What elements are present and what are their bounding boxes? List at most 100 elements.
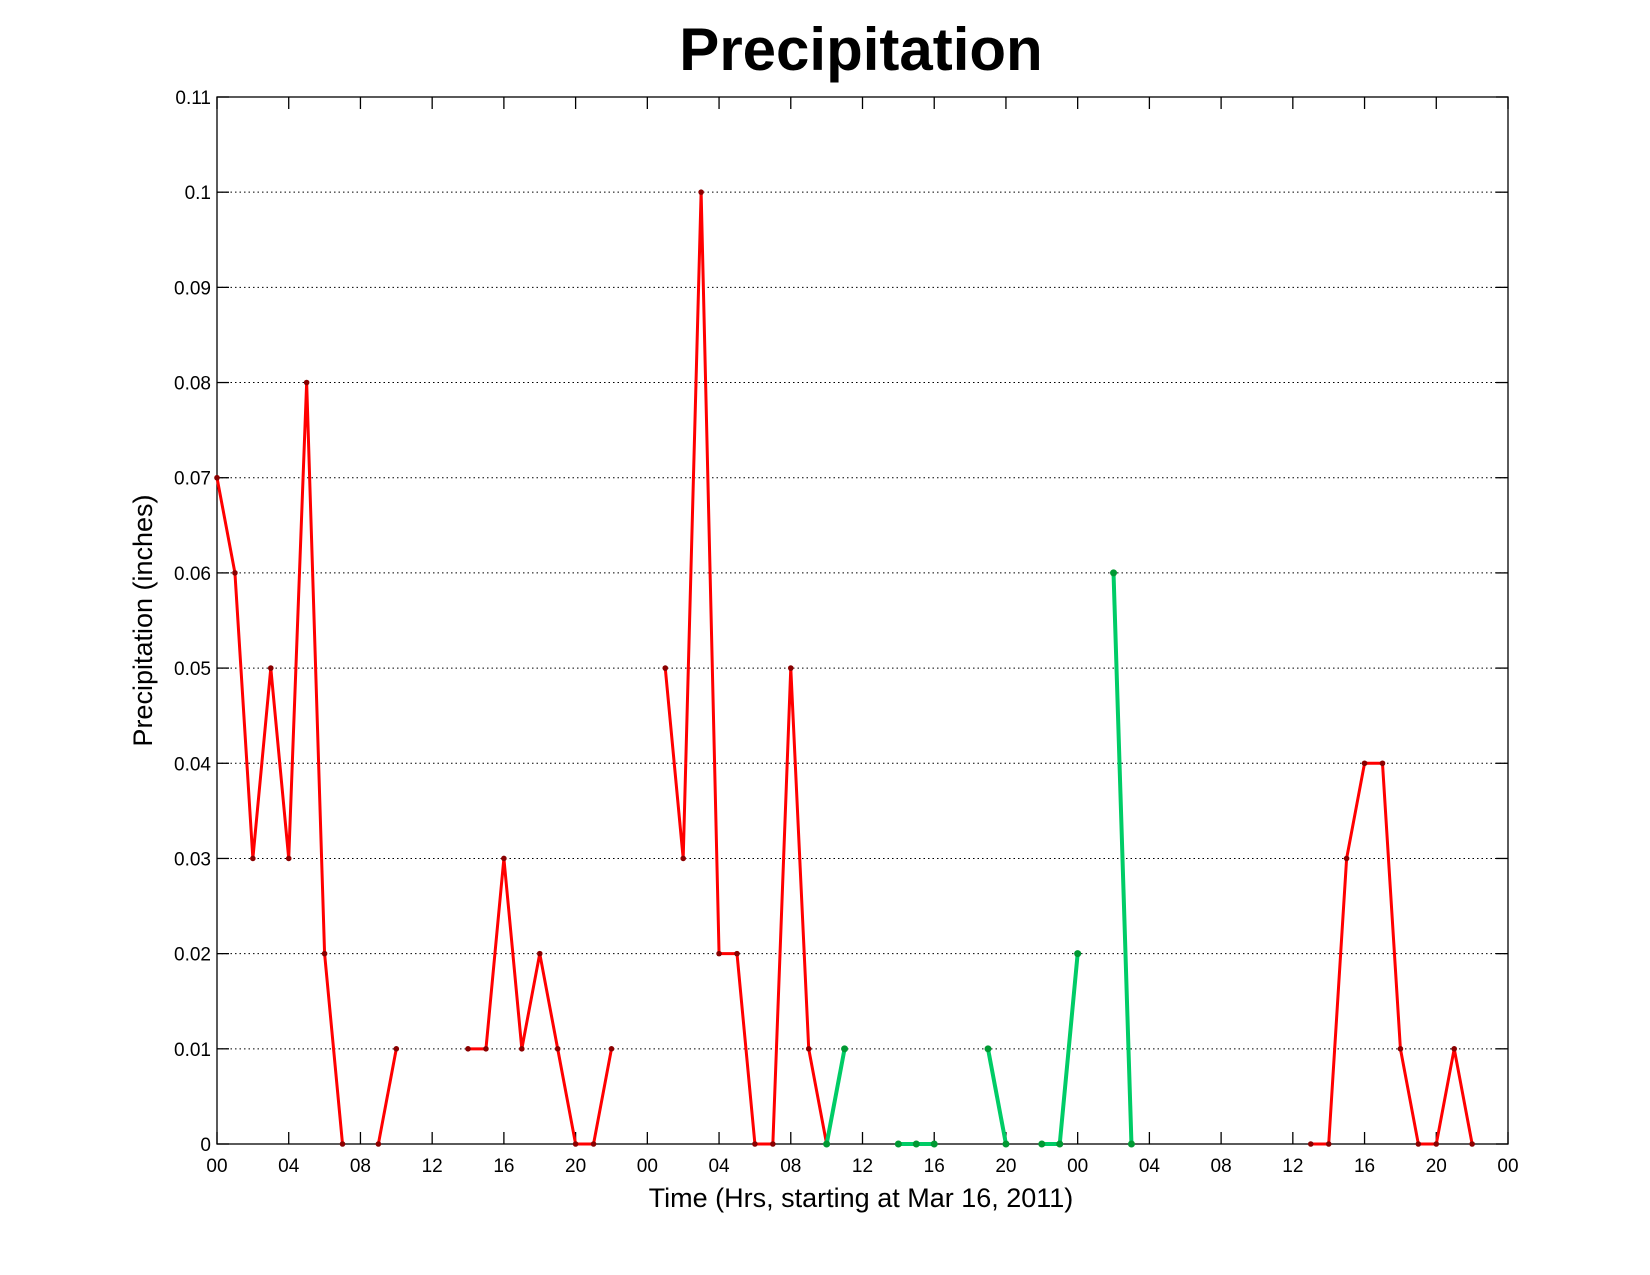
x-axis-label: Time (Hrs, starting at Mar 16, 2011) <box>649 1183 1074 1213</box>
series-line <box>663 190 829 1146</box>
data-point <box>590 1141 597 1147</box>
series-segment <box>1110 569 1135 1148</box>
data-point <box>285 855 292 862</box>
x-tick-label: 12 <box>1282 1156 1303 1177</box>
data-point <box>1397 1046 1404 1052</box>
x-tick-label: 08 <box>350 1156 371 1177</box>
data-point <box>483 1046 489 1052</box>
x-tick-label: 20 <box>995 1156 1016 1177</box>
data-point <box>339 1141 346 1147</box>
x-tick-label: 04 <box>708 1156 730 1177</box>
data-point <box>1002 1140 1010 1148</box>
data-point <box>1451 1046 1458 1052</box>
series-line <box>1310 761 1474 1146</box>
data-point <box>787 665 794 671</box>
data-point <box>841 1045 849 1053</box>
y-tick-label: 0.11 <box>175 88 211 109</box>
series-segment <box>214 379 346 1147</box>
data-point <box>1361 760 1368 767</box>
series-line <box>1111 572 1134 1145</box>
series-segment <box>375 1046 400 1147</box>
data-point <box>536 950 543 957</box>
y-tick-label: 0.1 <box>185 183 211 204</box>
data-point <box>823 1140 831 1148</box>
y-tick-label: 0.07 <box>174 469 211 490</box>
y-tick-label: 0 <box>200 1135 211 1156</box>
data-point <box>608 1046 615 1052</box>
data-point <box>1074 950 1082 958</box>
axis-ticks: 0 0.01 0.02 0.03 0.04 0.05 0.06 0.07 0.08 0.09 0.1… <box>174 88 1519 1177</box>
data-point <box>572 1141 579 1147</box>
data-point <box>1127 1140 1135 1148</box>
series-segment <box>1307 760 1475 1147</box>
y-tick-label: 0.04 <box>174 754 211 775</box>
data-point <box>321 950 328 957</box>
x-tick-label: 00 <box>637 1156 658 1177</box>
data-point <box>554 1046 561 1052</box>
data-point <box>680 855 686 862</box>
x-tick-label: 20 <box>565 1156 586 1177</box>
x-tick-label: 00 <box>1497 1156 1518 1177</box>
y-tick-label: 0.05 <box>174 659 211 680</box>
x-tick-label: 12 <box>852 1156 873 1177</box>
data-point <box>894 1140 902 1148</box>
x-tick-label: 08 <box>780 1156 801 1177</box>
y-tick-label: 0.09 <box>174 278 211 299</box>
y-tick-label: 0.08 <box>174 374 211 395</box>
data-point <box>770 1141 776 1147</box>
data-point <box>501 855 507 862</box>
data-point <box>1379 760 1386 767</box>
data-point <box>662 665 669 671</box>
y-tick-label: 0.02 <box>174 945 211 966</box>
data-point <box>752 1141 758 1147</box>
data-point <box>393 1046 400 1052</box>
data-point <box>1307 1141 1314 1147</box>
series-line <box>824 1048 847 1145</box>
x-tick-label: 16 <box>924 1156 945 1177</box>
series-line <box>986 1048 1008 1145</box>
data-point <box>519 1046 525 1052</box>
data-point <box>1469 1141 1475 1147</box>
series-line <box>215 381 345 1145</box>
x-tick-label: 04 <box>1139 1156 1161 1177</box>
x-tick-label: 08 <box>1211 1156 1232 1177</box>
data-point <box>267 665 274 671</box>
data-point <box>912 1140 920 1148</box>
series-segment <box>465 855 615 1147</box>
x-tick-label: 20 <box>1426 1156 1447 1177</box>
data-point <box>232 570 238 576</box>
y-axis-label: Precipitation (inches) <box>128 494 158 746</box>
data-point <box>698 189 704 195</box>
data-point <box>734 950 740 957</box>
series-segment <box>984 1045 1010 1148</box>
data-point <box>1433 1141 1440 1147</box>
x-tick-label: 16 <box>493 1156 514 1177</box>
data-point <box>930 1140 938 1148</box>
data-point <box>1325 1141 1332 1147</box>
x-tick-label: 16 <box>1354 1156 1375 1177</box>
series-segment <box>823 1045 849 1148</box>
data-point <box>805 1046 812 1052</box>
y-gridlines <box>217 191 1508 1050</box>
data-point <box>1038 1140 1046 1148</box>
x-tick-label: 00 <box>1067 1156 1088 1177</box>
data-point <box>1343 855 1350 862</box>
chart-title: Precipitation <box>679 16 1042 83</box>
data-point <box>375 1141 382 1147</box>
y-tick-label: 0.03 <box>174 849 211 870</box>
data-point <box>716 950 722 957</box>
data-point <box>984 1045 992 1053</box>
data-series <box>214 189 1475 1148</box>
y-tick-label: 0.06 <box>174 564 211 585</box>
x-tick-label: 12 <box>422 1156 443 1177</box>
x-tick-label: 00 <box>206 1156 227 1177</box>
x-tick-label: 04 <box>278 1156 300 1177</box>
series-line <box>376 1048 398 1145</box>
data-point <box>250 855 256 862</box>
data-point <box>1415 1141 1422 1147</box>
data-point <box>303 379 310 386</box>
data-point <box>214 474 220 481</box>
series-segment <box>1038 950 1082 1148</box>
data-point <box>1110 569 1118 577</box>
